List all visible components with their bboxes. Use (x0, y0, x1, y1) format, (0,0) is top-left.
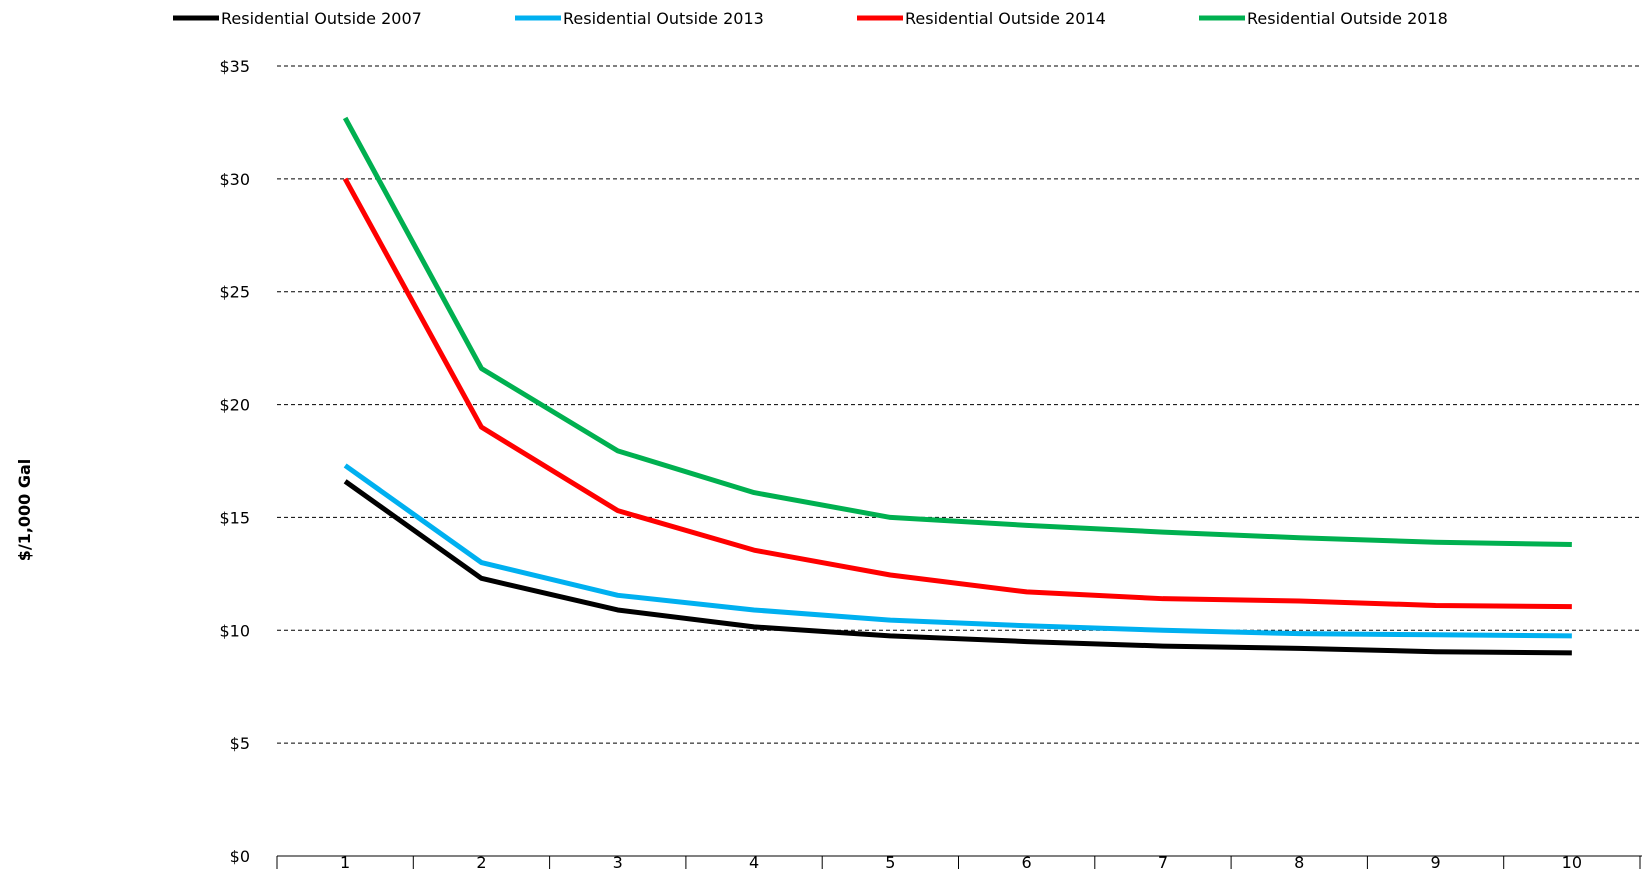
y-tick-label: $0 (230, 847, 250, 866)
y-tick-label: $15 (219, 508, 250, 527)
y-tick-label: $35 (219, 57, 250, 76)
x-tick-label: 6 (1022, 853, 1032, 869)
y-tick-label: $30 (219, 170, 250, 189)
x-tick-label: 8 (1294, 853, 1304, 869)
series-line (343, 463, 1572, 639)
series-line (342, 116, 1572, 548)
legend-label: Residential Outside 2014 (905, 9, 1106, 28)
x-tick-label: 5 (885, 853, 895, 869)
y-tick-label: $10 (219, 621, 250, 640)
x-tick-label: 1 (340, 853, 350, 869)
y-tick-label: $5 (230, 734, 250, 753)
y-axis-title: $/1,000 Gal (15, 459, 34, 562)
x-tick-label: 10 (1562, 853, 1582, 869)
x-tick-label: 7 (1158, 853, 1168, 869)
legend-label: Residential Outside 2013 (563, 9, 764, 28)
legend-label: Residential Outside 2018 (1247, 9, 1448, 28)
legend-label: Residential Outside 2007 (221, 9, 422, 28)
y-tick-label: $25 (219, 283, 250, 302)
x-tick-label: 3 (613, 853, 623, 869)
x-tick-label: 2 (476, 853, 486, 869)
series-line (342, 177, 1572, 610)
x-tick-label: 9 (1430, 853, 1440, 869)
y-tick-label: $20 (219, 396, 250, 415)
x-tick-label: 4 (749, 853, 759, 869)
series-line (343, 479, 1572, 656)
